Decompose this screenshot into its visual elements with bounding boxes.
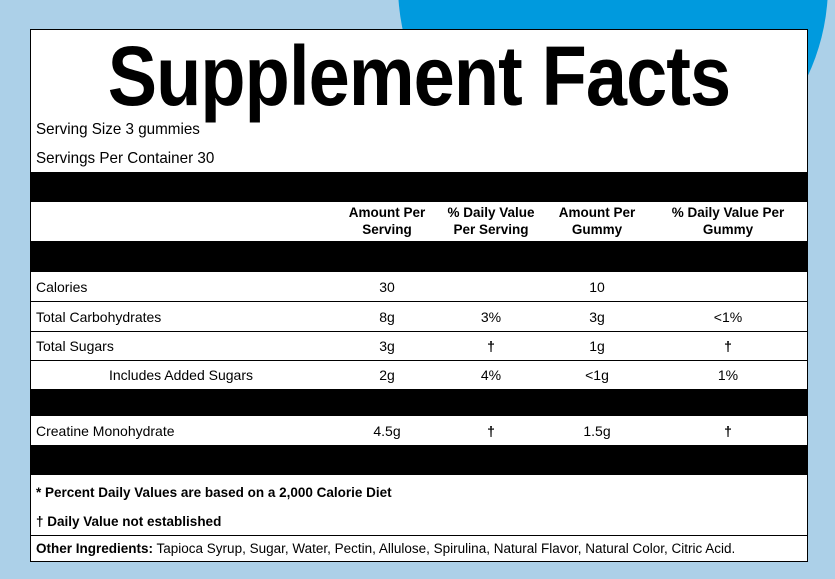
panel-title: Supplement Facts [107,29,731,123]
column-header-row: Amount Per Serving % Daily Value Per Servi… [31,202,807,240]
table-row: Includes Added Sugars 2g 4% <1g 1% [31,361,807,390]
column-header: Amount Per Gummy [558,205,636,237]
other-ingredients-text: Tapioca Syrup, Sugar, Water, Pectin, All… [153,541,736,556]
divider-bar [31,241,807,272]
servings-per-container: Servings Per Container 30 [36,150,215,167]
table-row: Total Sugars 3g † 1g † [31,332,807,361]
divider-bar [31,390,807,416]
table-row: Calories 30 10 [31,272,807,302]
column-header: % Daily Value Per Serving [447,205,535,237]
other-ingredients-label: Other Ingredients: [36,541,154,556]
divider-bar [31,172,807,202]
serving-size: Serving Size 3 gummies [36,121,200,138]
column-header: % Daily Value Per Gummy [671,205,785,237]
table-row: Creatine Monohydrate 4.5g † 1.5g † [31,416,807,446]
divider-bar [31,446,807,475]
table-row: Total Carbohydrates 8g 3% 3g <1% [31,302,807,332]
other-ingredients: Other Ingredients: Tapioca Syrup, Sugar,… [31,535,807,562]
column-header: Amount Per Serving [348,205,426,237]
footnote-dagger: † Daily Value not established [36,514,222,529]
supplement-facts-panel: Supplement Facts Serving Size 3 gummies … [30,29,808,562]
footnote-daily-values: * Percent Daily Values are based on a 2,… [36,485,392,500]
